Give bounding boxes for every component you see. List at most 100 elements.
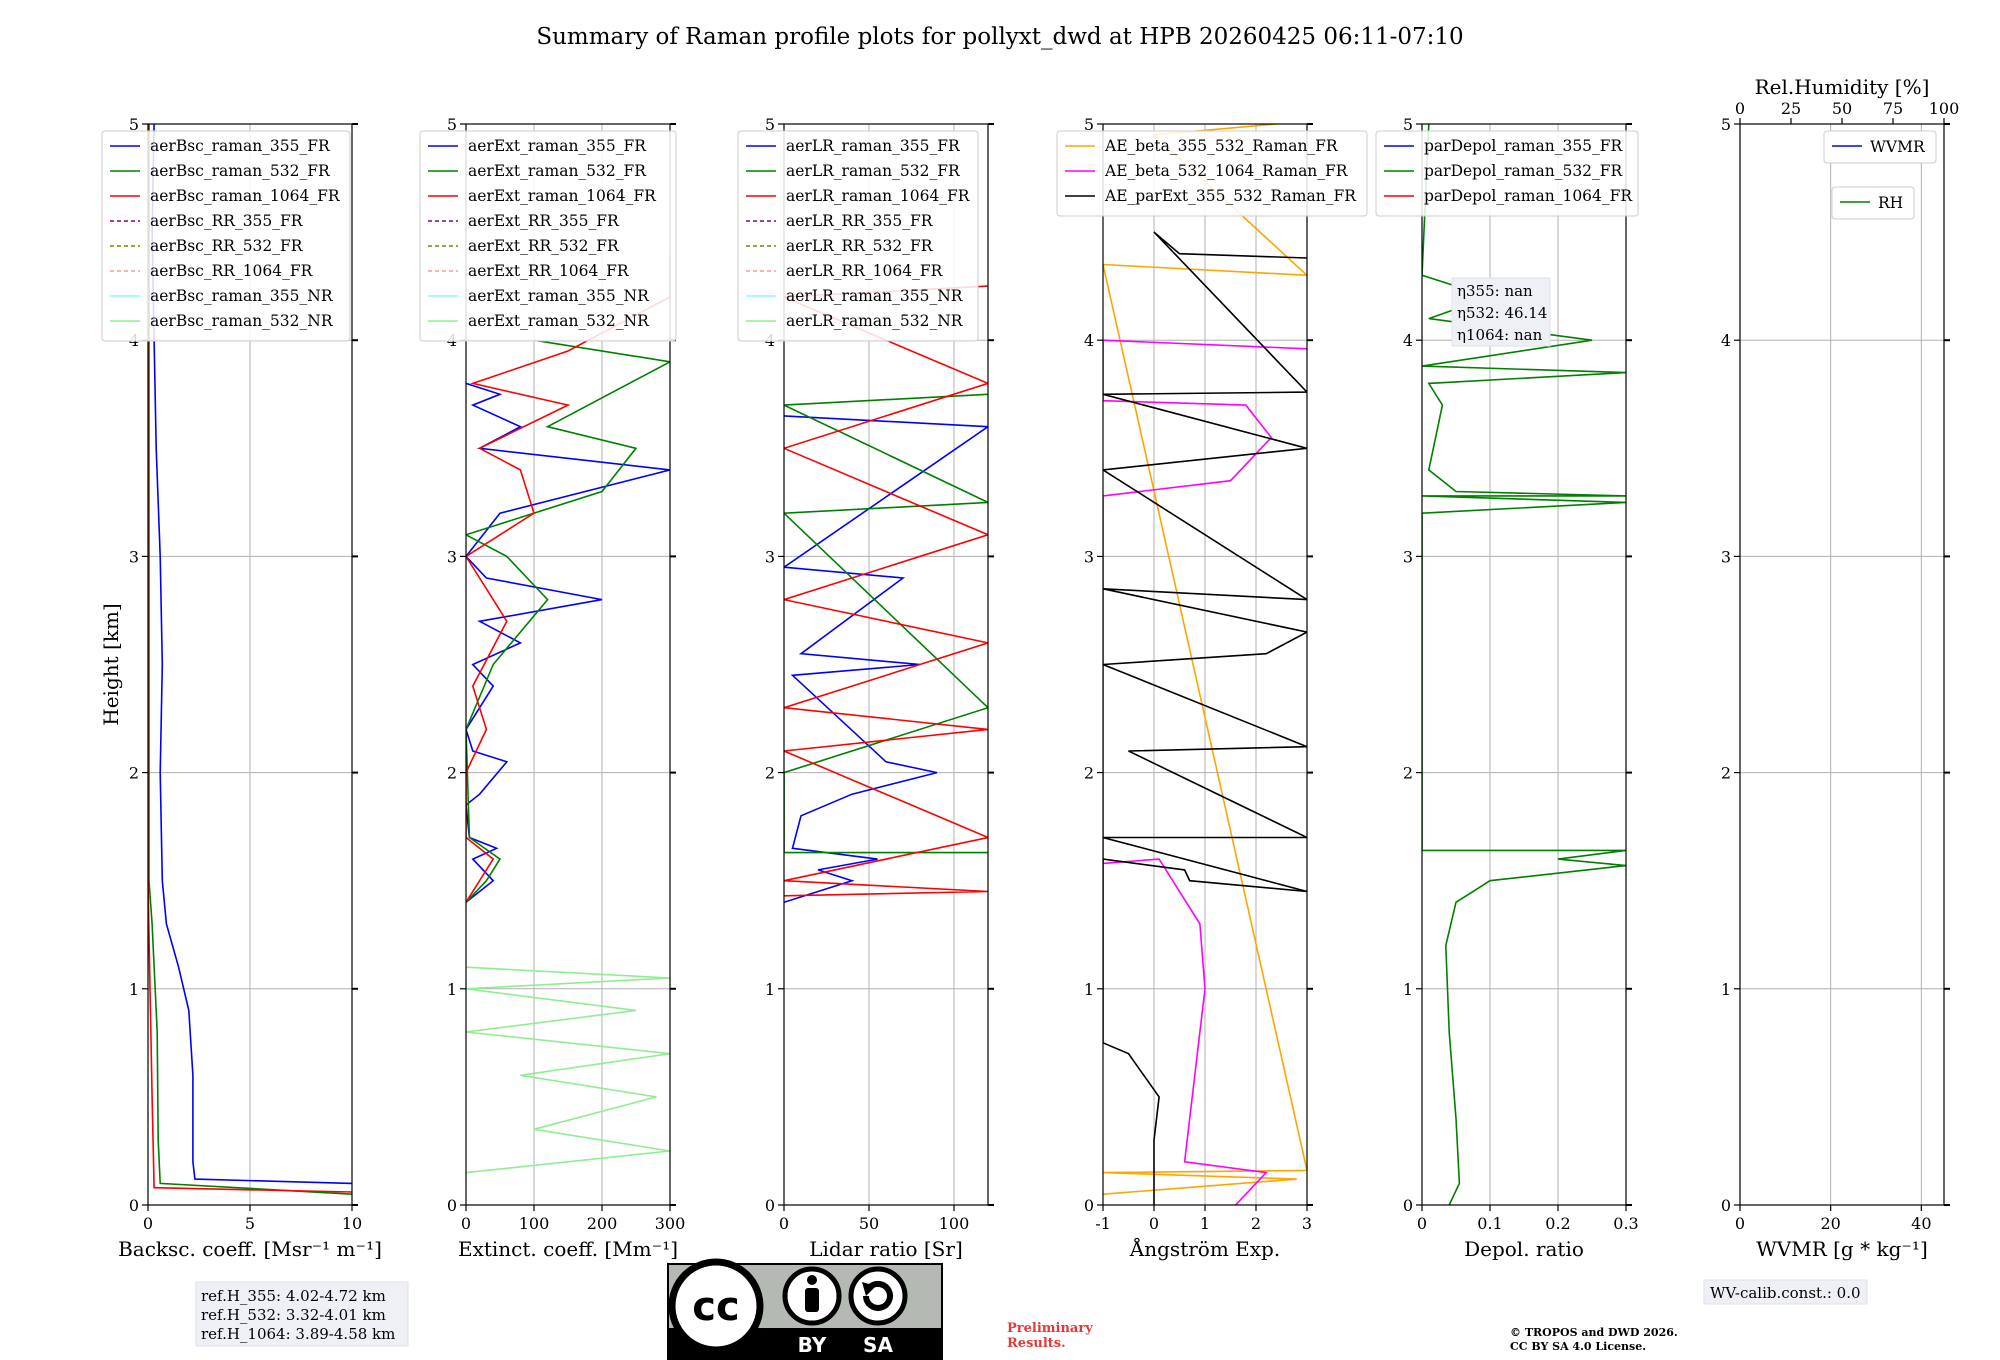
legend-label: AE_beta_355_532_Raman_FR: [1104, 137, 1339, 155]
legend: aerExt_raman_355_FR aerExt_raman_532_FRae…: [419, 130, 677, 342]
x-tick-label: 0: [779, 1214, 789, 1233]
y-tick-label: 4: [1721, 331, 1731, 350]
legend-label: WVMR: [1870, 138, 1926, 156]
x-tick-label: 100: [939, 1214, 970, 1233]
x-tick-label: 0.1: [1477, 1214, 1502, 1233]
x-axis-label: Backsc. coeff. [Msr⁻¹ m⁻¹]: [118, 1237, 382, 1261]
copyright-line-2: CC BY SA 4.0 License.: [1510, 1340, 1646, 1353]
preliminary-line-1: Preliminary: [1007, 1321, 1093, 1336]
by-label: BY: [798, 1333, 827, 1357]
x-tick-label: 100: [519, 1214, 550, 1233]
x-tick-label: 50: [859, 1214, 879, 1233]
axes-depol: 0 1 2 3 4 5 0 0.1 0.2 0.3 Depol. ratio parDepol_ram…: [1375, 115, 1639, 1261]
legend-label: aerLR_RR_1064_FR: [786, 262, 944, 280]
legend-label: aerExt_raman_1064_FR: [468, 187, 657, 205]
legend-label: aerLR_RR_355_FR: [786, 212, 934, 230]
series-group: [466, 253, 670, 1174]
y-tick-label: 4: [1084, 331, 1094, 350]
legend-label: aerBsc_raman_355_NR: [150, 287, 334, 305]
plot-frame: [465, 123, 671, 1206]
plot-frame: [783, 123, 989, 1206]
series-line-aerLR_raman_532_FR: [784, 393, 988, 854]
cc-license-badge: cc BY SA: [667, 1258, 943, 1360]
legend-label: aerBsc_RR_355_FR: [150, 212, 304, 230]
legend-label: aerLR_raman_532_FR: [786, 162, 961, 180]
x-tick-label: 0: [461, 1214, 471, 1233]
x-axis-label: Lidar ratio [Sr]: [809, 1237, 963, 1261]
legend-label: aerLR_raman_1064_FR: [786, 187, 971, 205]
y-tick-label: 4: [1403, 331, 1413, 350]
sa-arrowhead-icon: [862, 1282, 876, 1296]
copyright-line-1: © TROPOS and DWD 2026.: [1510, 1326, 1678, 1339]
y-tick-label: 3: [1084, 547, 1094, 566]
y-tick-label: 3: [765, 547, 775, 566]
x-tick-label: 300: [655, 1214, 686, 1233]
ref-height-box-bg: [195, 1281, 409, 1347]
y-tick-label: 1: [1721, 980, 1731, 999]
ref-height-355: ref.H_355: 4.02-4.72 km: [201, 1287, 386, 1305]
x-axis-label: Ångström Exp.: [1129, 1236, 1280, 1261]
legend-label: aerExt_raman_532_FR: [468, 162, 647, 180]
legend: aerLR_raman_355_FR aerLR_raman_532_FR aerL…: [737, 130, 979, 342]
wv-calib-box-bg: [1703, 1279, 1868, 1305]
legend-label: RH: [1878, 194, 1903, 212]
y-tick-label: 0: [765, 1196, 775, 1215]
legend-label: aerBsc_raman_532_FR: [150, 162, 331, 180]
legend: parDepol_raman_355_FR parDepol_raman_532_…: [1375, 130, 1639, 217]
preliminary-line-2: Results.: [1007, 1336, 1066, 1351]
plot-frame: [1739, 123, 1945, 1206]
legend: aerBsc_raman_355_FR aerBsc_raman_532_FRae…: [101, 130, 351, 342]
wv-calib-box: WV-calib.const.: 0.0: [1703, 1279, 1868, 1305]
top-x-tick-label: 50: [1832, 99, 1852, 118]
legend: AE_beta_355_532_Raman_FR AE_beta_532_1064…: [1056, 130, 1368, 217]
top-x-tick-label: 100: [1929, 99, 1960, 118]
x-tick-label: 5: [245, 1214, 255, 1233]
y-tick-label: 3: [447, 547, 457, 566]
x-axis-label: Depol. ratio: [1464, 1237, 1584, 1261]
ref-height-532: ref.H_532: 3.32-4.01 km: [201, 1306, 386, 1324]
y-tick-label: 2: [1403, 764, 1413, 783]
y-tick-label: 3: [1403, 547, 1413, 566]
x-tick-label: 2: [1251, 1214, 1261, 1233]
legend-label: aerBsc_raman_532_NR: [150, 312, 334, 330]
sa-arrow-icon: [863, 1280, 893, 1311]
y-tick-label: 1: [765, 980, 775, 999]
y-tick-label: 1: [1084, 980, 1094, 999]
y-tick-label: 5: [1721, 115, 1731, 134]
legend-label: aerExt_RR_1064_FR: [468, 262, 630, 280]
legend-label: aerExt_raman_355_NR: [468, 287, 650, 305]
x-axis-label: WVMR [g * kg⁻¹]: [1756, 1237, 1928, 1261]
y-tick-label: 3: [129, 547, 139, 566]
y-tick-label: 0: [447, 1196, 457, 1215]
y-tick-label: 0: [1084, 1196, 1094, 1215]
series-line-aerExt_raman_532_NR: [466, 966, 670, 1174]
by-person-body: [805, 1288, 819, 1312]
y-tick-label: 2: [765, 764, 775, 783]
legend-box: [1831, 186, 1915, 220]
y-axis-label: Height [km]: [99, 603, 123, 725]
series-line-aerBsc_raman_1064_FR: [148, 124, 352, 1193]
y-tick-label: 5: [129, 115, 139, 134]
x-tick-label: 0: [143, 1214, 153, 1233]
legend-label: AE_parExt_355_532_Raman_FR: [1104, 187, 1357, 205]
legend-label: aerBsc_raman_1064_FR: [150, 187, 341, 205]
legend-label: aerExt_RR_355_FR: [468, 212, 620, 230]
y-tick-label: 5: [1084, 115, 1094, 134]
axes-container: 0123450510Backsc. coeff. [Msr⁻¹ m⁻¹]Heig…: [99, 75, 1959, 1261]
series-line-aerExt_raman_1064_FR: [466, 253, 670, 903]
top-x-axis-label: Rel.Humidity [%]: [1755, 75, 1930, 99]
x-axis-label: Extinct. coeff. [Mm⁻¹]: [458, 1237, 678, 1261]
x-tick-label: 0: [1735, 1214, 1745, 1233]
eta-box-bg: [1451, 277, 1551, 347]
axes-bsc: 0123450510Backsc. coeff. [Msr⁻¹ m⁻¹]Heig…: [99, 115, 382, 1261]
series-group: [148, 124, 352, 1195]
y-tick-label: 2: [1084, 764, 1094, 783]
axes-ext: 0123450100200300Extinct. coeff. [Mm⁻¹]ae…: [419, 115, 686, 1261]
x-tick-label: 0.3: [1613, 1214, 1638, 1233]
legend-label: aerBsc_raman_355_FR: [150, 137, 331, 155]
legend-box: [737, 130, 979, 342]
y-tick-label: 5: [447, 115, 457, 134]
eta-355: η355: nan: [1457, 282, 1533, 300]
